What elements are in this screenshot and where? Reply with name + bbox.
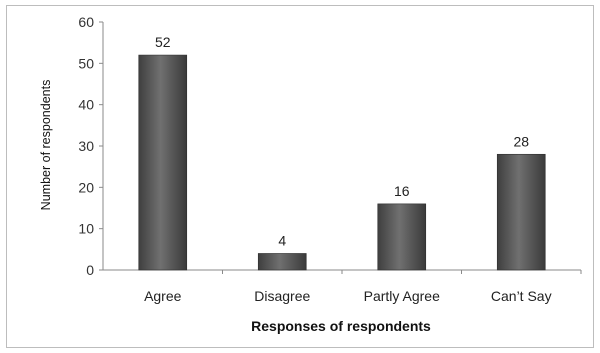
y-tick-label: 30 <box>78 138 94 154</box>
bar <box>496 153 546 271</box>
y-tick-label: 0 <box>86 262 94 278</box>
data-label: 16 <box>394 183 410 199</box>
x-tick-label: Agree <box>144 288 182 304</box>
labels: Agree 52 Disagree 4 Partly Agree 16 Can’t Say 2… <box>144 34 552 304</box>
bar <box>138 54 188 271</box>
data-label: 4 <box>278 232 286 248</box>
x-tick-label: Partly Agree <box>364 288 440 304</box>
data-label: 28 <box>513 133 529 149</box>
data-label: 52 <box>155 34 171 50</box>
y-tick-label: 20 <box>78 179 94 195</box>
bar <box>257 253 307 271</box>
x-axis-title: Responses of respondents <box>251 318 431 334</box>
y-tick-label: 50 <box>78 55 94 71</box>
bars <box>138 54 546 271</box>
chart-frame <box>6 5 594 348</box>
x-tick-label: Can’t Say <box>491 288 552 304</box>
y-tick-label: 10 <box>78 221 94 237</box>
y-axis-title: Number of respondents <box>39 80 53 211</box>
x-tick-label: Disagree <box>254 288 310 304</box>
y-tick-label: 60 <box>78 14 94 30</box>
bar <box>377 203 427 271</box>
y-tick-label: 40 <box>78 97 94 113</box>
